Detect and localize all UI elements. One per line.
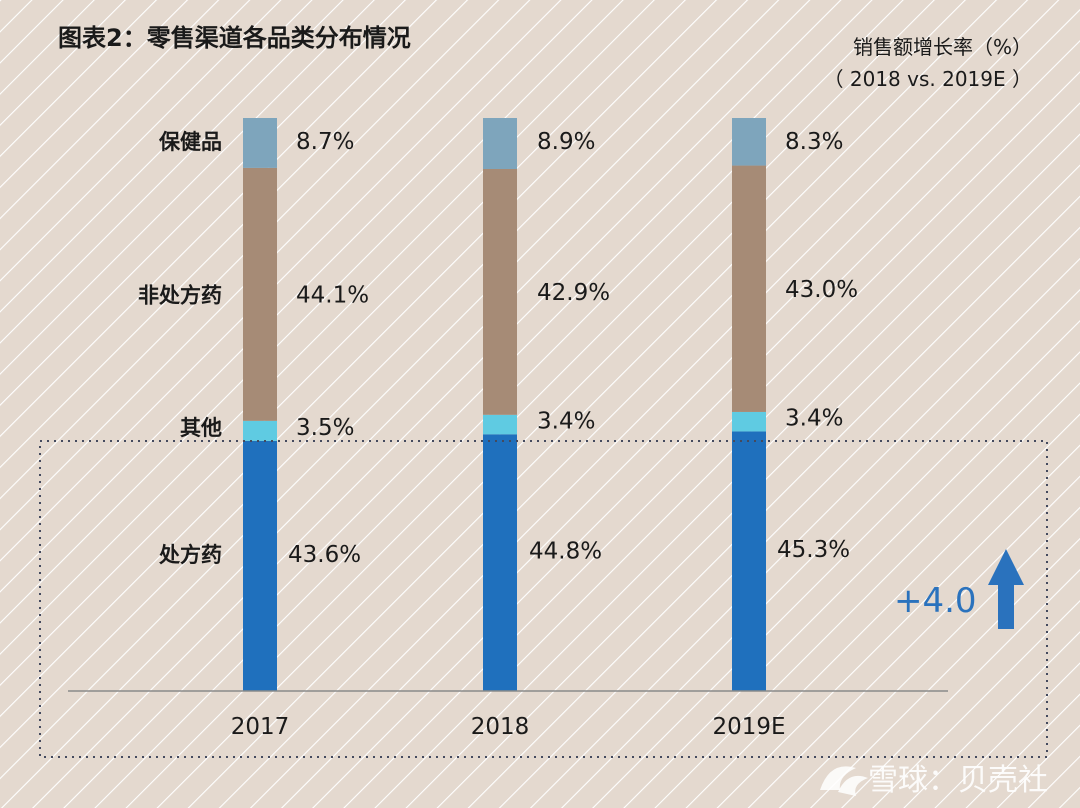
chart-title: 图表2：零售渠道各品类分布情况 bbox=[58, 24, 411, 52]
value-label-other-2019e: 3.4% bbox=[785, 406, 843, 432]
up-arrow-icon bbox=[988, 549, 1024, 629]
series-labels: 处方药 其他 非处方药 保健品 bbox=[138, 130, 222, 567]
bar-segment-other-2018 bbox=[483, 414, 517, 435]
x-tick-label-2017: 2017 bbox=[231, 714, 290, 740]
value-labels: 43.6% 3.5% 44.1% 8.7% 44.8% 3.4% 42.9% 8.9% 45.3… bbox=[288, 129, 858, 568]
bar-segment-other-2017 bbox=[243, 420, 277, 441]
value-label-health-2018: 8.9% bbox=[537, 129, 595, 155]
growth-delta-text: +4.0 bbox=[894, 581, 977, 621]
bar-segment-otc-2019e bbox=[732, 165, 766, 412]
watermark: 雪球：贝壳社 bbox=[820, 763, 1048, 798]
bar-segment-rx-2018 bbox=[483, 434, 517, 691]
value-label-health-2019e: 8.3% bbox=[785, 129, 843, 155]
bar-segment-rx-2019e bbox=[732, 431, 766, 691]
bar-segment-health-2018 bbox=[483, 118, 517, 169]
value-label-health-2017: 8.7% bbox=[296, 129, 354, 155]
value-label-rx-2019e: 45.3% bbox=[777, 537, 850, 563]
bar-segment-rx-2017 bbox=[243, 440, 277, 691]
growth-note-line2: （ 2018 vs. 2019E ） bbox=[824, 67, 1032, 91]
bar-segment-health-2019e bbox=[732, 118, 766, 166]
value-label-other-2018: 3.4% bbox=[537, 409, 595, 435]
bar-segment-health-2017 bbox=[243, 118, 277, 168]
series-label-otc: 非处方药 bbox=[138, 283, 222, 307]
x-tick-label-2019e: 2019E bbox=[712, 714, 785, 740]
value-label-otc-2017: 44.1% bbox=[296, 282, 369, 308]
x-tick-label-2018: 2018 bbox=[471, 714, 530, 740]
value-label-otc-2019e: 43.0% bbox=[785, 277, 858, 303]
series-label-health: 保健品 bbox=[158, 130, 222, 154]
watermark-text: 雪球：贝壳社 bbox=[868, 763, 1048, 798]
growth-note-line1: 销售额增长率（%） bbox=[853, 35, 1032, 59]
bars bbox=[243, 118, 766, 691]
bar-segment-otc-2017 bbox=[243, 167, 277, 421]
value-label-rx-2017: 43.6% bbox=[288, 542, 361, 568]
series-label-other: 其他 bbox=[180, 416, 222, 440]
bar-segment-other-2019e bbox=[732, 411, 766, 432]
value-label-otc-2018: 42.9% bbox=[537, 280, 610, 306]
x-axis-labels: 2017 2018 2019E bbox=[231, 714, 786, 740]
series-label-rx: 处方药 bbox=[158, 543, 222, 567]
value-label-rx-2018: 44.8% bbox=[529, 539, 602, 565]
value-label-other-2017: 3.5% bbox=[296, 415, 354, 441]
bar-segment-otc-2018 bbox=[483, 168, 517, 415]
snowball-logo bbox=[820, 766, 868, 796]
